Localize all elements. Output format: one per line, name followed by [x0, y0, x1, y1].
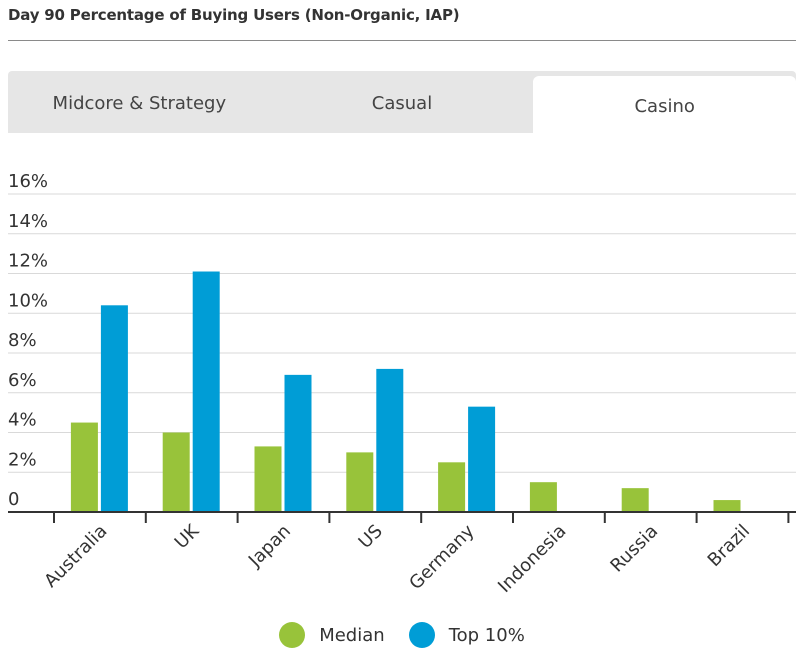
bar-top10: [468, 406, 496, 512]
legend-item-top10: Top 10%: [408, 622, 525, 648]
tab-midcore-strategy[interactable]: Midcore & Strategy: [52, 93, 227, 114]
bar-median: [254, 446, 282, 512]
y-tick-label: 6%: [8, 370, 37, 391]
legend-swatch-median: [279, 622, 306, 648]
y-tick-label: 10%: [8, 290, 48, 311]
category-tabs: Midcore & Strategy Casual Casino: [8, 71, 797, 133]
tab-casual[interactable]: Casual: [371, 93, 433, 114]
y-tick-label: 16%: [8, 171, 48, 192]
y-tick-label: 14%: [8, 211, 48, 232]
y-tick-label: 2%: [8, 449, 37, 470]
bar-median: [70, 422, 98, 512]
bar-top10: [376, 368, 404, 512]
bar-median: [621, 488, 649, 512]
x-tick-label: Indonesia: [494, 521, 570, 597]
tab-casino[interactable]: Casino: [533, 76, 797, 133]
legend-label-top10: Top 10%: [448, 624, 525, 646]
y-tick-label: 4%: [8, 410, 37, 431]
bar-top10: [192, 271, 220, 512]
x-tick-label: Japan: [244, 521, 295, 572]
bar-median: [162, 432, 190, 512]
y-tick-label: 12%: [8, 251, 48, 272]
bar-median: [529, 482, 557, 512]
legend-swatch-top10: [408, 622, 435, 648]
bar-median: [346, 452, 374, 512]
bar-top10: [284, 374, 312, 512]
x-tick-label: Brazil: [704, 521, 754, 571]
x-tick-label: US: [355, 521, 387, 553]
title-divider: [8, 40, 796, 41]
y-tick-label: 0: [8, 489, 19, 510]
bar-chart: 16% 14% 12% 10% 8% 6% 4% 2% 0 Australia UK Japan US G…: [8, 171, 796, 597]
chart-title: Day 90 Percentage of Buying Users (Non-O…: [8, 6, 460, 24]
legend-label-median: Median: [319, 624, 385, 646]
x-tick-label: Germany: [405, 520, 479, 594]
bar-median: [713, 500, 741, 512]
bar-median: [438, 462, 466, 512]
x-tick-label: Russia: [606, 521, 662, 577]
y-tick-label: 8%: [8, 330, 37, 351]
x-tick-label: Australia: [40, 521, 111, 592]
x-tick-label: UK: [171, 520, 204, 553]
legend-item-median: Median: [279, 622, 385, 648]
legend: Median Top 10%: [0, 622, 804, 648]
bar-top10: [100, 305, 128, 512]
